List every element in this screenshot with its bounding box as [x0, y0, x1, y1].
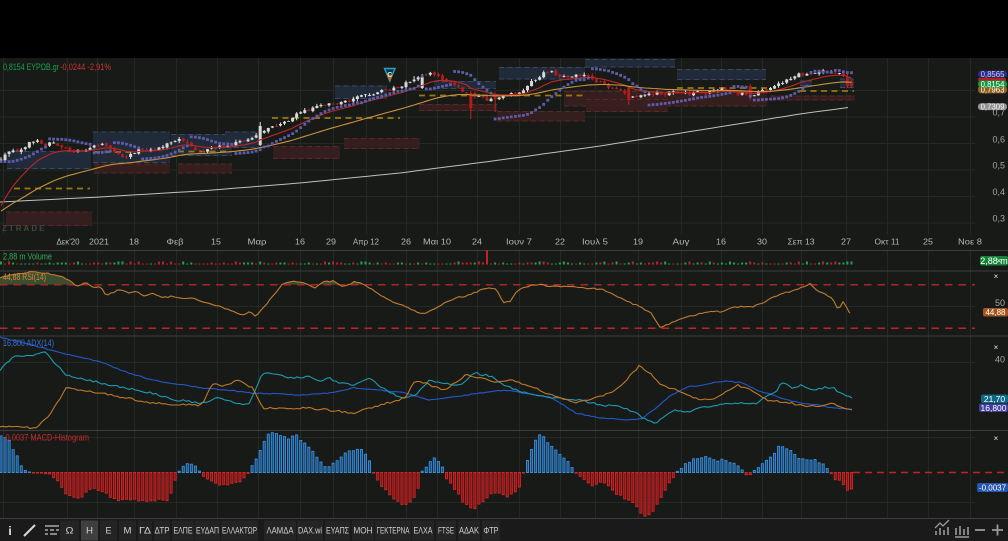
svg-text:ΕΥΑΠΣ: ΕΥΑΠΣ — [326, 526, 349, 536]
svg-text:Η: Η — [86, 526, 93, 536]
svg-text:ΓΔ: ΓΔ — [139, 526, 151, 536]
svg-text:0,4: 0,4 — [992, 187, 1005, 197]
svg-text:0,7309: 0,7309 — [981, 103, 1005, 112]
svg-text:2,88 m Volume: 2,88 m Volume — [3, 252, 52, 262]
svg-text:0,7963: 0,7963 — [981, 85, 1005, 94]
svg-text:0,8565: 0,8565 — [981, 70, 1006, 79]
svg-text:27: 27 — [841, 237, 851, 247]
svg-text:44,88 RSI(14): 44,88 RSI(14) — [3, 272, 46, 282]
svg-text:Ε: Ε — [106, 526, 112, 536]
svg-text:16,800 ADX(14): 16,800 ADX(14) — [3, 338, 54, 348]
svg-text:Οκτ 11: Οκτ 11 — [875, 237, 900, 247]
svg-text:Μαρ: Μαρ — [248, 237, 267, 247]
svg-text:0,5: 0,5 — [992, 161, 1005, 171]
svg-text:×: × — [994, 434, 999, 443]
svg-text:ΓΕΚΤΕΡΝΑ: ΓΕΚΤΕΡΝΑ — [377, 526, 410, 536]
svg-text:19: 19 — [633, 237, 643, 247]
svg-text:0,6: 0,6 — [992, 135, 1005, 145]
svg-text:22: 22 — [555, 237, 565, 247]
svg-text:Ω: Ω — [66, 526, 74, 536]
svg-text:Αυγ: Αυγ — [673, 237, 691, 247]
svg-text:-0,0037 MACD-Histogram: -0,0037 MACD-Histogram — [3, 433, 89, 443]
svg-text:15: 15 — [211, 237, 221, 247]
svg-text:ΜΟΗ: ΜΟΗ — [354, 526, 373, 536]
svg-text:Σεπ 13: Σεπ 13 — [788, 237, 815, 247]
svg-text:-0,0037: -0,0037 — [979, 483, 1007, 492]
svg-text:×: × — [994, 343, 999, 352]
svg-text:×: × — [994, 272, 999, 281]
svg-text:0,8154 ΕΥΡΩΒ.gr: 0,8154 ΕΥΡΩΒ.gr — [3, 62, 59, 72]
svg-text:ΕΛΛΑΚΤΩΡ: ΕΛΛΑΚΤΩΡ — [222, 526, 257, 536]
svg-text:16: 16 — [295, 237, 305, 247]
svg-text:Νοε 8: Νοε 8 — [958, 237, 982, 247]
svg-text:Φεβ: Φεβ — [167, 237, 184, 247]
svg-text:C: C — [387, 72, 392, 79]
svg-text:Ιουλ 5: Ιουλ 5 — [582, 237, 608, 247]
svg-text:-0,0244 -2,91%: -0,0244 -2,91% — [60, 62, 111, 72]
svg-text:40: 40 — [995, 355, 1005, 365]
svg-text:Απρ 12: Απρ 12 — [353, 237, 379, 247]
svg-text:Δεκ'20: Δεκ'20 — [57, 237, 80, 247]
svg-text:ΦΤΡ: ΦΤΡ — [484, 526, 499, 536]
svg-text:26: 26 — [401, 237, 411, 247]
svg-text:FTSE: FTSE — [438, 526, 454, 536]
svg-text:16: 16 — [716, 237, 726, 247]
svg-text:ΕΥΔΑΠ: ΕΥΔΑΠ — [196, 526, 219, 536]
svg-text:0,7: 0,7 — [992, 108, 1005, 118]
svg-text:ZTRADE: ZTRADE — [2, 224, 46, 233]
svg-text:ΕΛΧΑ: ΕΛΧΑ — [414, 526, 433, 536]
svg-text:0,3: 0,3 — [992, 214, 1005, 224]
svg-text:16,800: 16,800 — [981, 403, 1007, 413]
svg-text:2021: 2021 — [89, 237, 109, 247]
svg-text:21,70: 21,70 — [984, 394, 1006, 404]
svg-text:50: 50 — [995, 298, 1005, 308]
svg-text:29: 29 — [326, 237, 336, 247]
svg-text:2,88 m: 2,88 m — [980, 256, 1008, 266]
svg-text:ΔΤΡ: ΔΤΡ — [155, 526, 170, 536]
svg-text:Μ: Μ — [124, 526, 132, 536]
svg-text:30: 30 — [757, 237, 767, 247]
svg-text:ΕΛΠΕ: ΕΛΠΕ — [174, 526, 193, 536]
svg-text:Ιουν 7: Ιουν 7 — [506, 237, 532, 247]
svg-text:ΛΑΜΔΑ: ΛΑΜΔΑ — [267, 526, 294, 536]
svg-text:×: × — [997, 257, 1002, 266]
svg-text:0,8154: 0,8154 — [981, 80, 1006, 89]
svg-text:i: i — [8, 524, 11, 538]
svg-text:25: 25 — [923, 237, 933, 247]
svg-text:ΑΔΑΚ: ΑΔΑΚ — [459, 526, 479, 536]
svg-text:18: 18 — [129, 237, 139, 247]
svg-text:24: 24 — [472, 237, 482, 247]
svg-text:44,88: 44,88 — [985, 308, 1006, 317]
svg-text:Μαι 10: Μαι 10 — [423, 237, 451, 247]
svg-text:DAX.wi: DAX.wi — [298, 526, 322, 536]
